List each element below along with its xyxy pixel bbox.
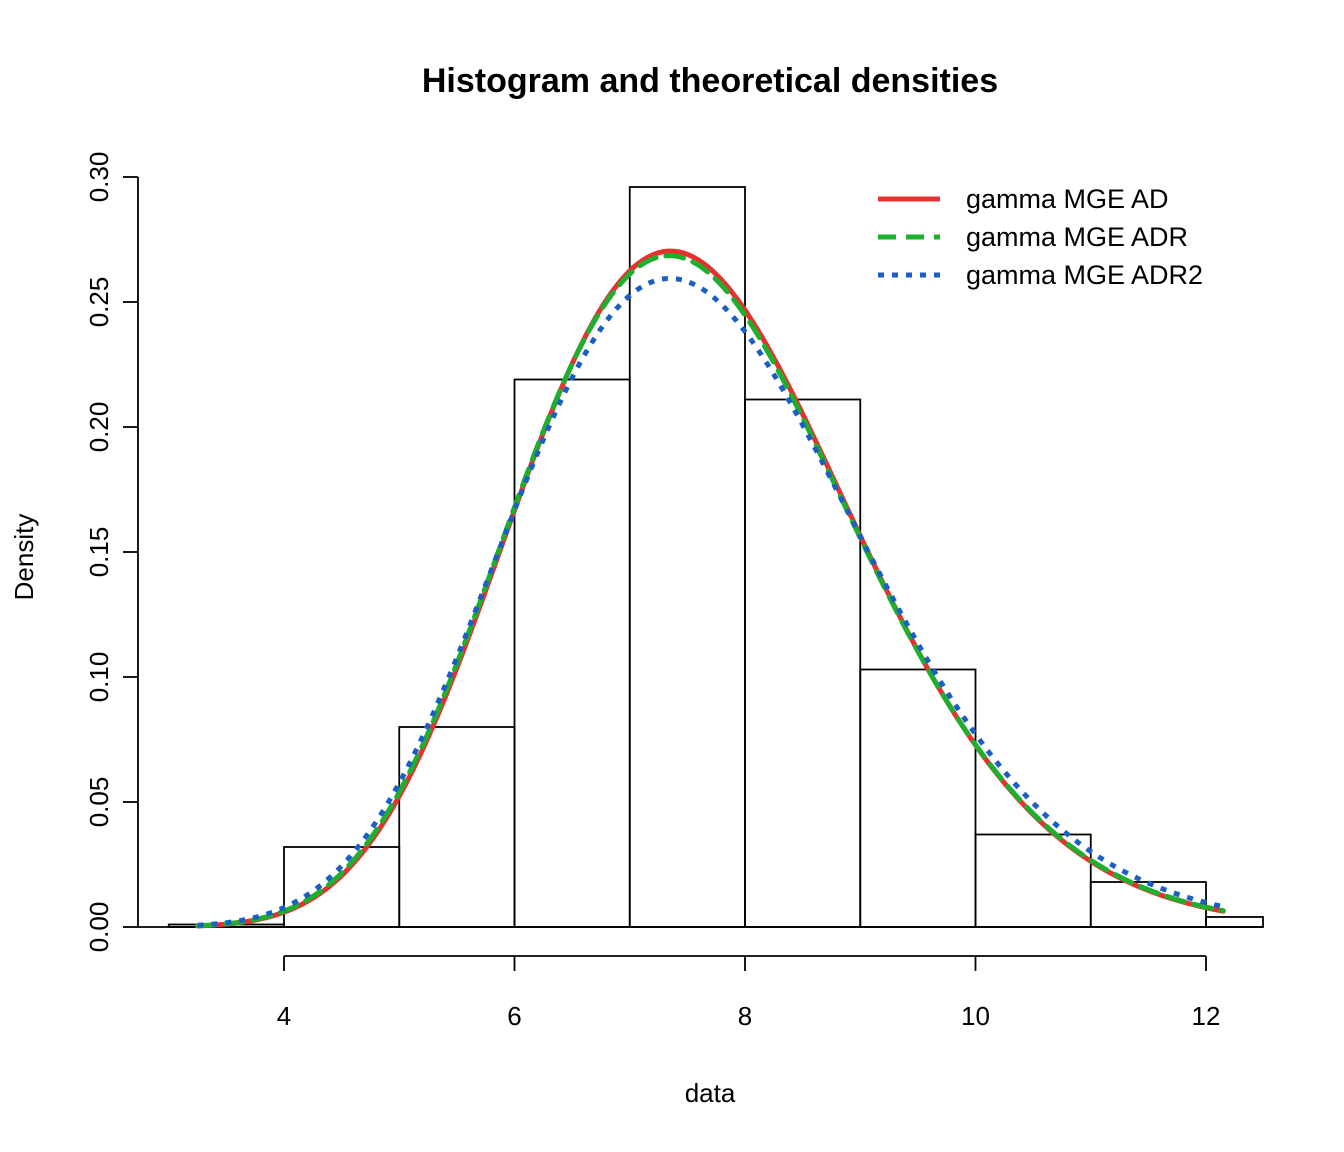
y-axis-label: Density (9, 514, 39, 601)
x-tick-label-4: 12 (1192, 1001, 1221, 1031)
legend-label-0: gamma MGE AD (966, 184, 1169, 214)
y-tick-label-3: 0.15 (84, 527, 114, 578)
y-tick-label-6: 0.30 (84, 152, 114, 203)
density-curve-0 (195, 248, 1226, 929)
x-tick-label-3: 10 (961, 1001, 990, 1031)
x-axis: 4 6 8 10 12 (277, 955, 1221, 1031)
y-tick-label-5: 0.25 (84, 277, 114, 328)
x-tick-label-1: 6 (507, 1001, 521, 1031)
histogram-bars (138, 186, 1264, 928)
density-curves (195, 248, 1226, 929)
histogram-bar-4 (628, 186, 746, 928)
histogram-bar-5 (744, 398, 862, 928)
legend-label-1: gamma MGE ADR (966, 222, 1188, 252)
y-tick-label-2: 0.10 (84, 652, 114, 703)
histogram-bar-9 (1205, 916, 1264, 928)
y-tick-label-1: 0.05 (84, 777, 114, 828)
density-curve-2 (197, 275, 1224, 928)
x-tick-label-0: 4 (277, 1001, 291, 1031)
legend: gamma MGE AD gamma MGE ADR gamma MGE ADR2 (878, 184, 1203, 290)
chart-title: Histogram and theoretical densities (422, 62, 998, 100)
x-axis-label: data (685, 1078, 736, 1108)
y-axis: 0.00 0.05 0.10 0.15 0.20 0.25 0.30 (84, 152, 139, 953)
x-tick-label-2: 8 (738, 1001, 752, 1031)
histogram-bar-1 (283, 846, 401, 928)
y-tick-label-0: 0.00 (84, 902, 114, 953)
y-tick-label-4: 0.20 (84, 402, 114, 453)
legend-label-2: gamma MGE ADR2 (966, 260, 1203, 290)
density-curve-1 (195, 253, 1226, 929)
